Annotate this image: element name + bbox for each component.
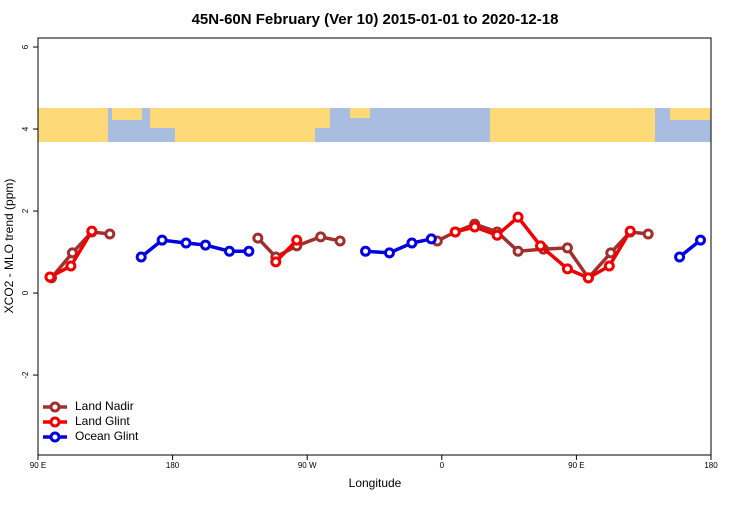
x-axis-label: Longitude bbox=[349, 476, 402, 490]
data-point bbox=[512, 211, 524, 223]
map-land bbox=[350, 108, 370, 118]
map-land bbox=[670, 108, 711, 120]
data-point bbox=[156, 234, 168, 246]
data-point bbox=[674, 251, 686, 263]
data-point bbox=[135, 251, 147, 263]
data-point bbox=[561, 263, 573, 275]
map-land bbox=[490, 108, 655, 142]
data-point bbox=[561, 242, 573, 254]
data-point bbox=[104, 228, 116, 240]
legend-marker bbox=[49, 401, 61, 413]
x-tick-label: 0 bbox=[440, 461, 445, 470]
data-point bbox=[180, 237, 192, 249]
data-point bbox=[624, 225, 636, 237]
data-point bbox=[65, 260, 77, 272]
data-point bbox=[603, 260, 615, 272]
legend-label: Land Glint bbox=[75, 414, 130, 428]
data-point bbox=[200, 239, 212, 251]
series-line bbox=[50, 222, 649, 281]
y-axis-label: XCO2 - MLO trend (ppm) bbox=[2, 179, 16, 314]
data-point bbox=[535, 240, 547, 252]
y-tick-label: 4 bbox=[21, 126, 30, 131]
data-point bbox=[334, 235, 346, 247]
legend-marker bbox=[49, 416, 61, 428]
data-point bbox=[243, 245, 255, 257]
map-band bbox=[38, 108, 711, 142]
data-point bbox=[270, 256, 282, 268]
data-point bbox=[642, 228, 654, 240]
y-tick-label: 2 bbox=[21, 208, 30, 213]
data-point bbox=[512, 245, 524, 257]
y-tick-label: 0 bbox=[21, 290, 30, 295]
data-point bbox=[406, 237, 418, 249]
y-tick-label: -2 bbox=[21, 371, 30, 379]
data-point bbox=[469, 221, 481, 233]
data-point bbox=[315, 231, 327, 243]
data-point bbox=[360, 245, 372, 257]
data-point bbox=[44, 271, 56, 283]
x-tick-label: 180 bbox=[166, 461, 180, 470]
data-point bbox=[223, 245, 235, 257]
legend-label: Ocean Glint bbox=[75, 429, 139, 443]
data-point bbox=[695, 234, 707, 246]
map-land bbox=[38, 108, 108, 142]
legend-marker bbox=[49, 431, 61, 443]
data-point bbox=[449, 226, 461, 238]
data-point bbox=[86, 225, 98, 237]
map-land bbox=[112, 108, 142, 120]
legend-label: Land Nadir bbox=[75, 399, 134, 413]
data-point bbox=[291, 234, 303, 246]
data-point bbox=[605, 247, 617, 259]
data-point bbox=[66, 247, 78, 259]
plot-frame bbox=[37, 37, 712, 456]
x-tick-label: 90 E bbox=[568, 461, 584, 470]
map-land bbox=[175, 128, 315, 142]
map-land bbox=[150, 108, 330, 128]
chart-title: 45N-60N February (Ver 10) 2015-01-01 to … bbox=[192, 11, 559, 28]
data-point bbox=[582, 272, 594, 284]
x-tick-label: 90 E bbox=[30, 461, 46, 470]
x-tick-label: 180 bbox=[704, 461, 718, 470]
x-tick-label: 90 W bbox=[298, 461, 317, 470]
y-tick-label: 6 bbox=[21, 44, 30, 49]
data-point bbox=[383, 247, 395, 259]
data-point bbox=[425, 233, 437, 245]
data-point bbox=[491, 229, 503, 241]
data-point bbox=[252, 232, 264, 244]
